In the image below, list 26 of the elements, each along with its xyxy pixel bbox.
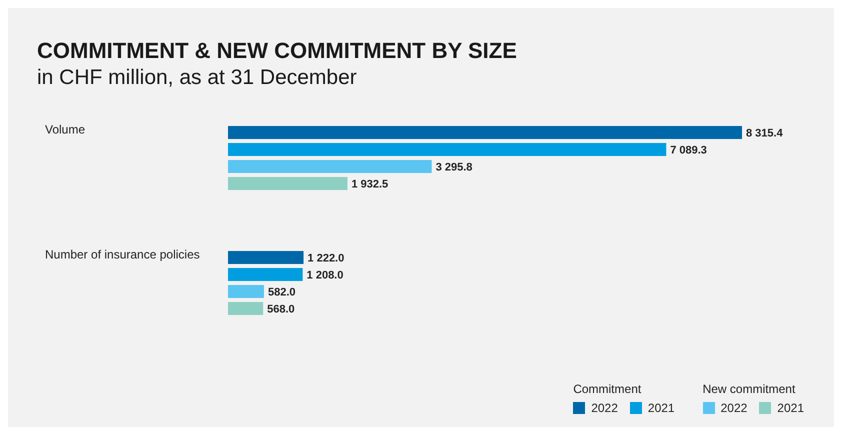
bar bbox=[228, 177, 348, 190]
data-label: 1 222.0 bbox=[308, 252, 344, 264]
bar bbox=[228, 268, 303, 281]
data-label: 1 932.5 bbox=[351, 178, 388, 190]
bar bbox=[228, 285, 264, 298]
y-tick-label: Volume bbox=[45, 122, 86, 136]
y-tick-label: Number of insurance policies bbox=[45, 248, 200, 262]
bar bbox=[228, 126, 742, 139]
data-label: 8 315.4 bbox=[746, 128, 784, 140]
bar bbox=[228, 251, 304, 264]
data-label: 568.0 bbox=[267, 304, 295, 316]
legend-label: 2021 bbox=[777, 401, 804, 415]
data-label: 3 295.8 bbox=[436, 162, 472, 174]
data-label: 582.0 bbox=[268, 286, 296, 298]
data-label: 7 089.3 bbox=[670, 144, 707, 156]
legend-label: 2021 bbox=[648, 401, 675, 415]
legend-label: 2022 bbox=[591, 401, 618, 415]
bar bbox=[228, 302, 264, 315]
bar bbox=[228, 160, 432, 173]
data-label: 1 208.0 bbox=[306, 270, 344, 282]
chart-subtitle: in CHF million, as at 31 December bbox=[37, 66, 357, 90]
legend-label: 2022 bbox=[720, 401, 748, 415]
text: Commitment bbox=[573, 382, 642, 396]
bar bbox=[228, 143, 666, 156]
chart-title: COMMITMENT & NEW COMMITMENT BY SIZE bbox=[37, 38, 517, 64]
text: New commitment bbox=[702, 382, 796, 396]
